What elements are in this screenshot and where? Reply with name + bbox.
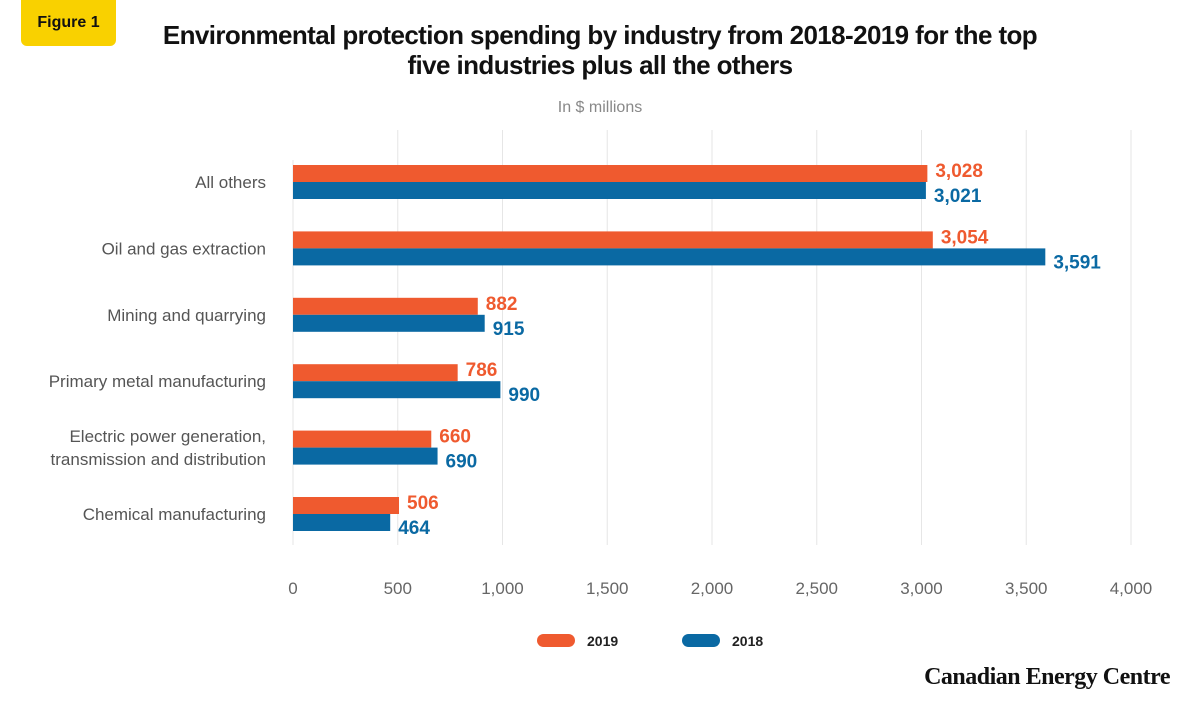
category-label: Primary metal manufacturing bbox=[49, 372, 266, 391]
chart-title: Environmental protection spending by ind… bbox=[162, 20, 1038, 80]
category-label: Mining and quarrying bbox=[107, 306, 266, 325]
x-tick-label: 2,500 bbox=[795, 579, 838, 598]
data-label-2018: 990 bbox=[508, 385, 540, 406]
chart-subtitle: In $ millions bbox=[557, 99, 643, 116]
legend-swatch-2018 bbox=[682, 634, 720, 647]
data-label-2019: 3,054 bbox=[941, 227, 989, 248]
category-label: transmission and distribution bbox=[51, 450, 266, 469]
logo: Canadian Energy Centre bbox=[924, 664, 1170, 690]
bar-2019 bbox=[293, 231, 933, 249]
data-label-2018: 3,591 bbox=[1053, 252, 1101, 273]
x-tick-label: 1,000 bbox=[481, 579, 524, 598]
bar-2018 bbox=[293, 182, 926, 199]
data-label-2019: 3,028 bbox=[935, 161, 983, 182]
figure-badge: Figure 1 bbox=[21, 0, 116, 46]
bar-2019 bbox=[293, 297, 478, 315]
legend-label-2019: 2019 bbox=[587, 633, 618, 649]
category-label: All others bbox=[195, 173, 266, 192]
data-label-2019: 660 bbox=[439, 427, 471, 448]
category-label: Electric power generation, bbox=[69, 427, 266, 446]
bar-2018 bbox=[293, 447, 438, 465]
x-tick-label: 3,000 bbox=[900, 579, 943, 598]
data-label-2018: 3,021 bbox=[934, 186, 982, 207]
bar-2018 bbox=[293, 514, 391, 531]
x-tick-label: 500 bbox=[384, 579, 412, 598]
x-tick-label: 1,500 bbox=[586, 579, 629, 598]
bar-2019 bbox=[293, 165, 928, 182]
bar-2019 bbox=[293, 430, 432, 448]
x-tick-label: 4,000 bbox=[1110, 579, 1153, 598]
bar-2019 bbox=[293, 364, 458, 382]
legend-label-2018: 2018 bbox=[732, 633, 763, 649]
bar-2018 bbox=[293, 314, 485, 332]
x-tick-label: 2,000 bbox=[691, 579, 734, 598]
x-tick-label: 3,500 bbox=[1005, 579, 1048, 598]
bar-2018 bbox=[293, 381, 501, 399]
data-label-2018: 690 bbox=[446, 452, 478, 473]
data-label-2019: 882 bbox=[486, 294, 518, 315]
data-label-2018: 464 bbox=[398, 518, 430, 539]
legend-swatch-2019 bbox=[537, 634, 575, 647]
bar-2019 bbox=[293, 497, 400, 514]
category-label: Oil and gas extraction bbox=[102, 239, 266, 258]
data-label-2018: 915 bbox=[493, 319, 525, 340]
data-label-2019: 506 bbox=[407, 493, 439, 514]
category-label: Chemical manufacturing bbox=[83, 505, 266, 524]
bar-2018 bbox=[293, 248, 1046, 266]
x-tick-label: 0 bbox=[288, 579, 297, 598]
data-label-2019: 786 bbox=[466, 360, 498, 381]
